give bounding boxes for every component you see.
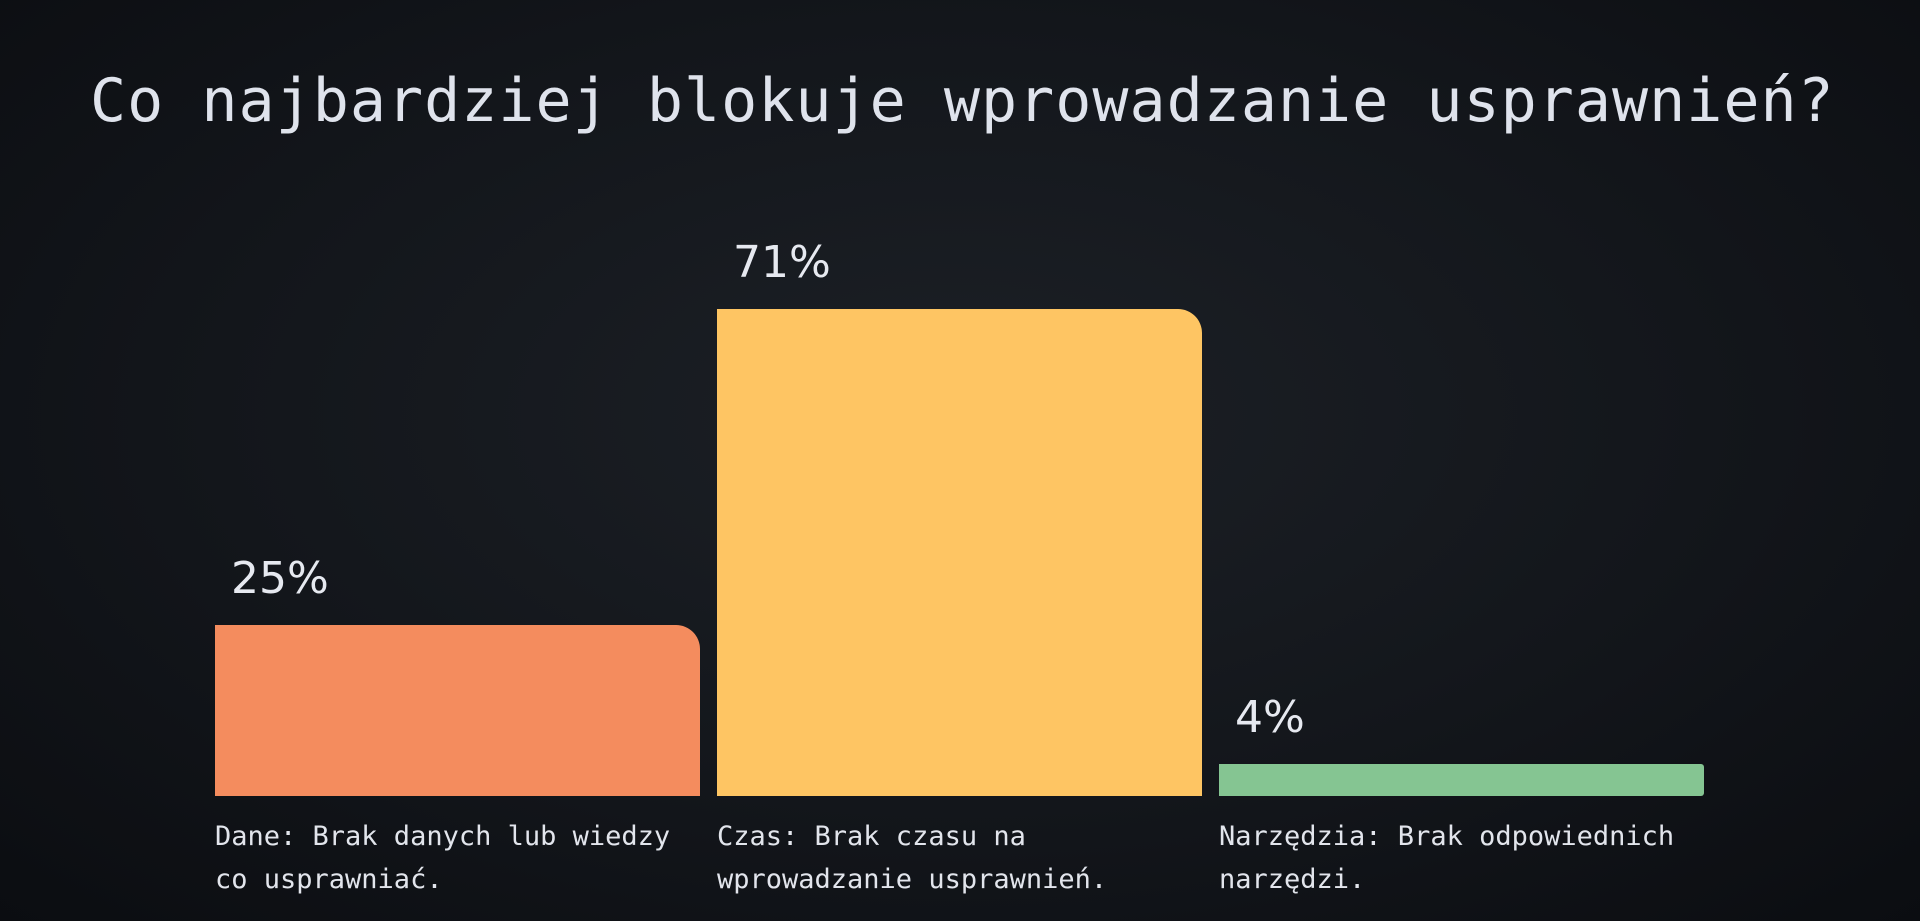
category-label-2: Czas: Brak czasu na wprowadzanie usprawn… (717, 821, 1108, 895)
category-label-3: Narzędzia: Brak odpowiednich narzędzi. (1219, 821, 1675, 895)
category-label-1: Dane: Brak danych lub wiedzy co usprawni… (215, 821, 671, 895)
value-label-2: 71% (733, 237, 831, 288)
value-label-3: 4% (1235, 692, 1305, 743)
bar-2 (717, 309, 1202, 796)
bar-3 (1219, 764, 1704, 796)
value-label-1: 25% (231, 552, 329, 604)
chart-title: Co najbardziej blokuje wprowadzanie uspr… (90, 66, 1835, 136)
bar-1 (215, 624, 700, 796)
